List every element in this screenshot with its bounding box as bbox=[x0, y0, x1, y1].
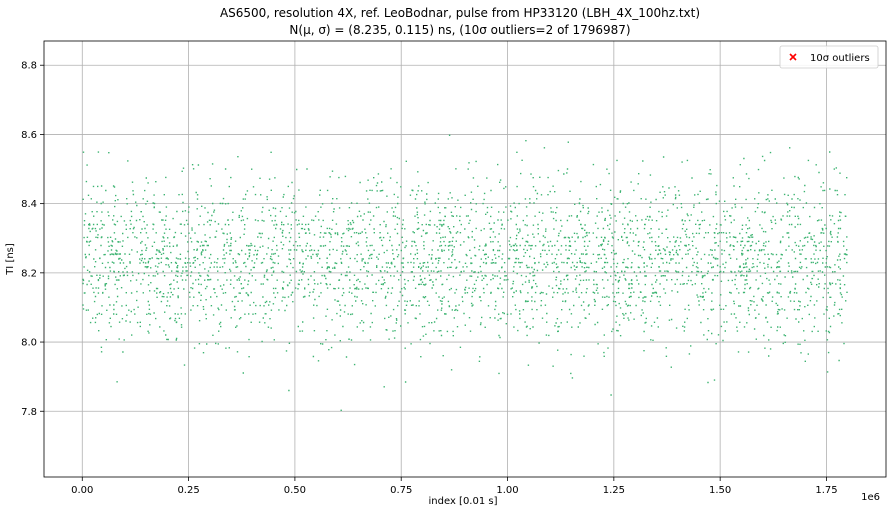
y-tick-label: 8.4 bbox=[21, 199, 37, 210]
y-tick-label: 8.6 bbox=[21, 130, 37, 141]
legend-frame bbox=[779, 45, 879, 69]
data-points bbox=[82, 134, 848, 411]
x-tick-label: 0.75 bbox=[390, 485, 412, 496]
x-tick-label: 1.50 bbox=[709, 485, 731, 496]
x-tick-label: 1.75 bbox=[815, 485, 837, 496]
y-axis-ticks: 7.8 8.0 8.2 8.4 8.6 8.8 bbox=[21, 61, 44, 418]
y-tick-label: 8.0 bbox=[21, 338, 37, 349]
legend: 10σ outliers bbox=[779, 45, 879, 69]
y-tick-label: 8.8 bbox=[21, 61, 37, 72]
x-tick-label: 0.00 bbox=[71, 485, 93, 496]
y-axis-label: TI [ns] bbox=[5, 243, 16, 276]
x-axis-label: index [0.01 s] bbox=[429, 496, 498, 507]
x-axis-offset-text: 1e6 bbox=[861, 492, 880, 503]
x-tick-label: 1.00 bbox=[496, 485, 518, 496]
x-tick-label: 0.50 bbox=[284, 485, 306, 496]
x-tick-label: 1.25 bbox=[603, 485, 625, 496]
plot-area bbox=[43, 40, 887, 478]
sample-points bbox=[82, 134, 848, 411]
x-tick-label: 0.25 bbox=[177, 485, 199, 496]
legend-marker-x-icon bbox=[789, 53, 797, 61]
y-tick-label: 8.2 bbox=[21, 268, 37, 279]
legend-label-outliers: 10σ outliers bbox=[810, 53, 870, 64]
chart-subtitle: N(μ, σ) = (8.235, 0.115) ns, (10σ outlie… bbox=[289, 23, 630, 37]
y-tick-label: 7.8 bbox=[21, 407, 37, 418]
chart-title: AS6500, resolution 4X, ref. LeoBodnar, p… bbox=[220, 6, 700, 20]
x-axis-ticks: 0.00 0.25 0.50 0.75 1.00 1.25 1.50 1.75 bbox=[71, 477, 838, 496]
